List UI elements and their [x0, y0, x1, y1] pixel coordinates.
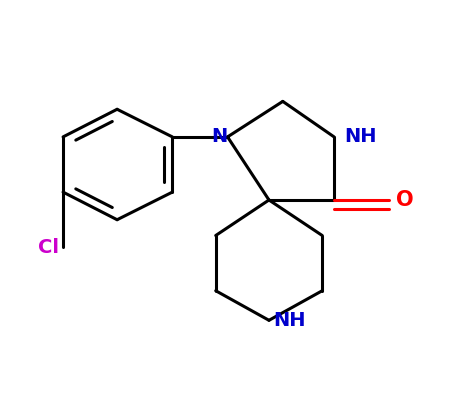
Text: O: O	[396, 190, 414, 210]
Text: N: N	[211, 127, 227, 146]
Text: NH: NH	[273, 311, 306, 330]
Text: NH: NH	[344, 127, 376, 146]
Text: Cl: Cl	[38, 238, 59, 257]
